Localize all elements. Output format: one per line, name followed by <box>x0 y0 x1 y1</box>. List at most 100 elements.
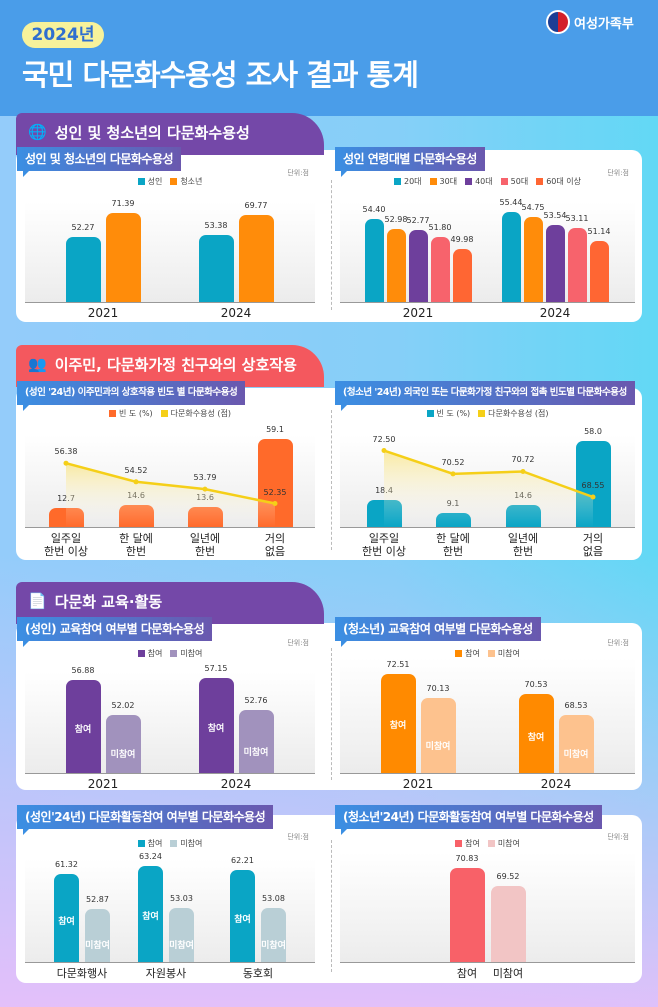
chart-3: 빈 도 (%)다문화수용성 (점)18.4일주일 한번 이상9.1한 달에 한번… <box>340 408 635 563</box>
chart-7: 참여 미참여 단위:점 70.83 참여 69.52 미참여 <box>340 833 635 998</box>
bar <box>105 715 141 773</box>
bar-inner-label: 참여 <box>58 916 75 927</box>
bar <box>501 212 521 302</box>
legend-item: 미참여 <box>170 648 202 659</box>
bar <box>589 241 609 302</box>
legend-swatch <box>455 650 463 657</box>
value-label: 57.15 <box>204 664 228 674</box>
category-label: 한 달에 한번 <box>119 532 153 558</box>
line-point <box>272 501 278 506</box>
chart-subtitle: 성인 연령대별 다문화수용성 <box>335 147 485 177</box>
category-label: 동호회 <box>242 967 274 980</box>
legend-label: 빈 도 (%) <box>436 409 471 418</box>
legend-label: 참여 <box>465 649 480 658</box>
bar-inner-label: 참여 <box>234 914 251 925</box>
legend-item: 다문화수용성 (점) <box>478 408 548 419</box>
unit-label: 단위:점 <box>607 169 629 177</box>
category-label: 미참여 <box>492 967 524 980</box>
people-exchange-icon: 👥 <box>28 355 47 373</box>
line-value-label: 52.35 <box>263 487 287 497</box>
unit-label: 단위:점 <box>607 833 629 841</box>
category-label: 2021 <box>87 306 119 320</box>
legend: 참여 미참여 <box>25 648 315 659</box>
baseline <box>340 302 635 303</box>
legend-item: 미참여 <box>487 838 520 849</box>
unit-label: 단위:점 <box>287 639 309 647</box>
legend-label: 40대 <box>475 177 493 186</box>
bar-inner-label: 참여 <box>74 724 92 735</box>
baseline <box>25 773 315 774</box>
value-label: 68.53 <box>564 701 588 711</box>
bar <box>490 886 526 962</box>
divider <box>331 180 332 310</box>
legend-item: 참여 <box>455 648 480 659</box>
category-label: 일주일 한번 이상 <box>362 532 406 558</box>
legend-label: 빈 도 (%) <box>119 409 153 418</box>
bar-inner-label: 미참여 <box>85 941 110 952</box>
line-series <box>65 461 276 505</box>
value-label: 71.39 <box>111 198 135 208</box>
baseline <box>25 527 315 528</box>
value-label: 52.87 <box>86 894 109 904</box>
unit-label: 단위:점 <box>607 639 629 647</box>
bar <box>452 248 472 302</box>
bar-inner-label: 참여 <box>142 912 159 923</box>
value-label: 55.44 <box>499 198 523 208</box>
line-point <box>590 494 596 500</box>
baseline <box>25 302 315 303</box>
legend: 참여 미참여 <box>340 838 635 849</box>
baseline <box>340 527 635 528</box>
value-label: 52.77 <box>406 216 430 226</box>
legend-swatch <box>137 840 145 847</box>
bar <box>85 908 110 962</box>
legend-swatch <box>426 410 434 417</box>
divider <box>331 648 332 780</box>
category-label: 2021 <box>87 777 119 791</box>
bar <box>364 219 384 302</box>
bar-inner-label: 미참여 <box>243 747 269 758</box>
legend-label: 참여 <box>147 839 163 848</box>
bar-inner-label: 미참여 <box>110 749 136 760</box>
line-area <box>384 450 593 527</box>
legend-label: 다문화수용성 (점) <box>170 409 231 418</box>
bar <box>198 235 234 302</box>
value-label: 61.32 <box>55 860 78 870</box>
section-tab-interaction: 👥 이주민, 다문화가정 친구와의 상호작용 <box>16 345 324 387</box>
value-label: 52.27 <box>71 222 95 232</box>
value-label: 53.38 <box>204 221 228 231</box>
divider <box>331 410 332 550</box>
legend-item: 성인 <box>137 176 162 187</box>
baseline <box>340 773 635 774</box>
value-label: 49.98 <box>450 234 474 244</box>
line-series <box>383 449 594 499</box>
bar <box>54 874 79 962</box>
line-point <box>381 448 387 454</box>
value-label: 63.24 <box>139 852 162 862</box>
bar <box>198 678 234 773</box>
line-overlay <box>381 448 596 527</box>
value-label: 53.03 <box>170 894 193 904</box>
value-label: 59.1 <box>266 425 284 435</box>
divider <box>331 840 332 972</box>
legend-swatch <box>137 178 145 185</box>
legend-swatch <box>536 178 544 185</box>
value-label: 58.0 <box>584 426 602 436</box>
chart-subtitle: (성인 '24년) 이주민과의 상호작용 빈도 별 다문화수용성 <box>17 381 246 411</box>
bar-inner-label: 미참여 <box>261 940 286 951</box>
legend-item: 참여 <box>137 838 163 849</box>
bar <box>138 866 163 962</box>
legend-label: 50대 <box>510 177 529 186</box>
legend-swatch <box>109 410 117 417</box>
chart-subtitle: (성인'24년) 다문화활동참여 여부별 다문화수용성 <box>17 805 274 835</box>
section-title: 이주민, 다문화가정 친구와의 상호작용 <box>54 355 297 374</box>
chart-4: 참여 미참여 단위:점 56.88 참여 52.02 미참여 2021 57.15 참여 52.76… <box>25 639 315 809</box>
year-badge: 2024년 <box>22 22 104 48</box>
chart-subtitle: (청소년 '24년) 외국인 또는 다문화가정 친구와의 접촉 빈도별 다문화수… <box>335 381 635 411</box>
legend-label: 미참여 <box>497 839 520 848</box>
value-label: 52.02 <box>111 701 135 711</box>
chart-subtitle: (청소년'24년) 다문화활동참여 여부별 다문화수용성 <box>335 805 602 835</box>
baseline <box>340 962 635 963</box>
legend-swatch <box>137 650 145 657</box>
legend-swatch <box>170 650 178 657</box>
legend-label: 참여 <box>465 839 480 848</box>
